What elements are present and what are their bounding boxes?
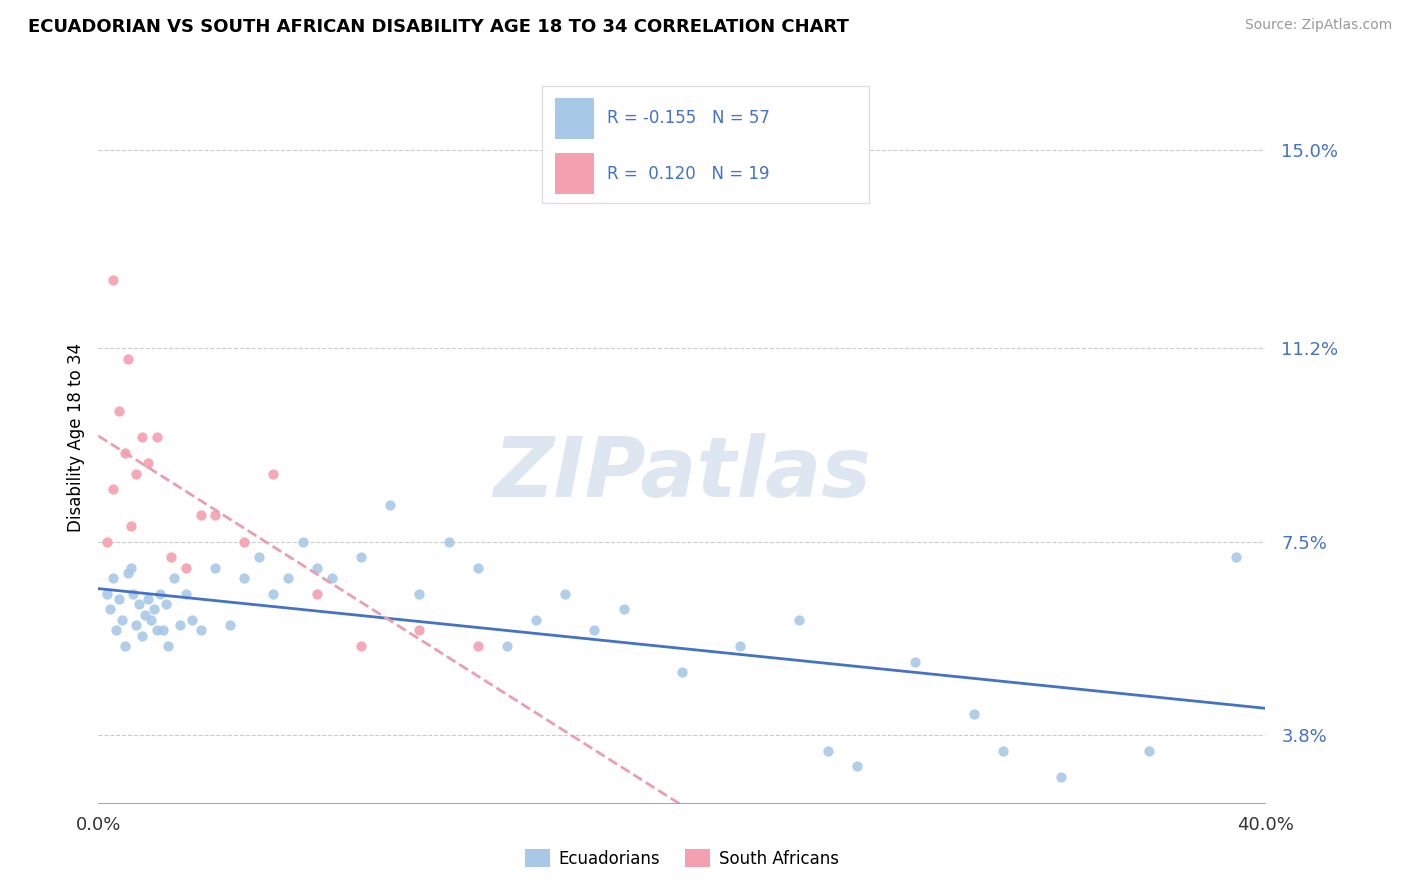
Point: [131, 430, 153, 444]
Point: [169, 618, 191, 632]
Point: [730, 639, 752, 653]
Point: [111, 613, 134, 627]
Point: [263, 587, 285, 601]
Text: Source: ZipAtlas.com: Source: ZipAtlas.com: [1244, 18, 1392, 32]
Point: [321, 571, 343, 585]
Point: [101, 483, 124, 497]
Point: [233, 534, 256, 549]
Point: [180, 613, 202, 627]
Point: [671, 665, 693, 680]
Point: [146, 430, 169, 444]
Point: [136, 592, 159, 607]
Point: [991, 743, 1014, 757]
Point: [233, 571, 256, 585]
Point: [101, 571, 124, 585]
Point: [98, 602, 121, 616]
Point: [307, 560, 329, 574]
Point: [131, 629, 153, 643]
Point: [291, 534, 314, 549]
Point: [496, 639, 519, 653]
Point: [101, 273, 124, 287]
Point: [380, 498, 402, 512]
Point: [204, 508, 226, 523]
Point: [247, 550, 270, 565]
Point: [350, 550, 373, 565]
Point: [114, 639, 136, 653]
Point: [125, 467, 148, 481]
Point: [174, 587, 197, 601]
Point: [190, 624, 212, 638]
Point: [120, 519, 142, 533]
Point: [136, 456, 159, 470]
Point: [160, 550, 183, 565]
Point: [155, 597, 177, 611]
Point: [157, 639, 180, 653]
Point: [787, 613, 810, 627]
Point: [218, 618, 240, 632]
Point: [524, 613, 547, 627]
Point: [108, 592, 131, 607]
Point: [467, 639, 489, 653]
Point: [904, 655, 927, 669]
Point: [114, 446, 136, 460]
Point: [1137, 743, 1160, 757]
Point: [108, 404, 131, 418]
Point: [846, 759, 869, 773]
Point: [204, 560, 226, 574]
Point: [104, 624, 127, 638]
Point: [96, 534, 118, 549]
Text: ZIPatlas: ZIPatlas: [494, 434, 870, 514]
Point: [962, 706, 984, 721]
Point: [117, 566, 139, 580]
Point: [554, 587, 576, 601]
Point: [1225, 550, 1247, 565]
Point: [128, 597, 150, 611]
Point: [139, 613, 162, 627]
Point: [146, 624, 169, 638]
Point: [263, 467, 285, 481]
Text: ECUADORIAN VS SOUTH AFRICAN DISABILITY AGE 18 TO 34 CORRELATION CHART: ECUADORIAN VS SOUTH AFRICAN DISABILITY A…: [28, 18, 849, 36]
Point: [163, 571, 186, 585]
Point: [307, 587, 329, 601]
Point: [120, 560, 142, 574]
Point: [408, 587, 430, 601]
Point: [350, 639, 373, 653]
Point: [134, 607, 156, 622]
Y-axis label: Disability Age 18 to 34: Disability Age 18 to 34: [66, 343, 84, 532]
Point: [122, 587, 145, 601]
Point: [96, 587, 118, 601]
Point: [149, 587, 172, 601]
Point: [277, 571, 299, 585]
Legend: Ecuadorians, South Africans: Ecuadorians, South Africans: [526, 849, 838, 868]
Point: [1050, 770, 1073, 784]
Point: [583, 624, 606, 638]
Point: [817, 743, 839, 757]
Point: [125, 618, 148, 632]
Point: [174, 560, 197, 574]
Point: [408, 624, 430, 638]
Point: [117, 351, 139, 366]
Point: [437, 534, 460, 549]
Point: [190, 508, 212, 523]
Point: [142, 602, 165, 616]
Point: [613, 602, 636, 616]
Point: [467, 560, 489, 574]
Point: [152, 624, 174, 638]
